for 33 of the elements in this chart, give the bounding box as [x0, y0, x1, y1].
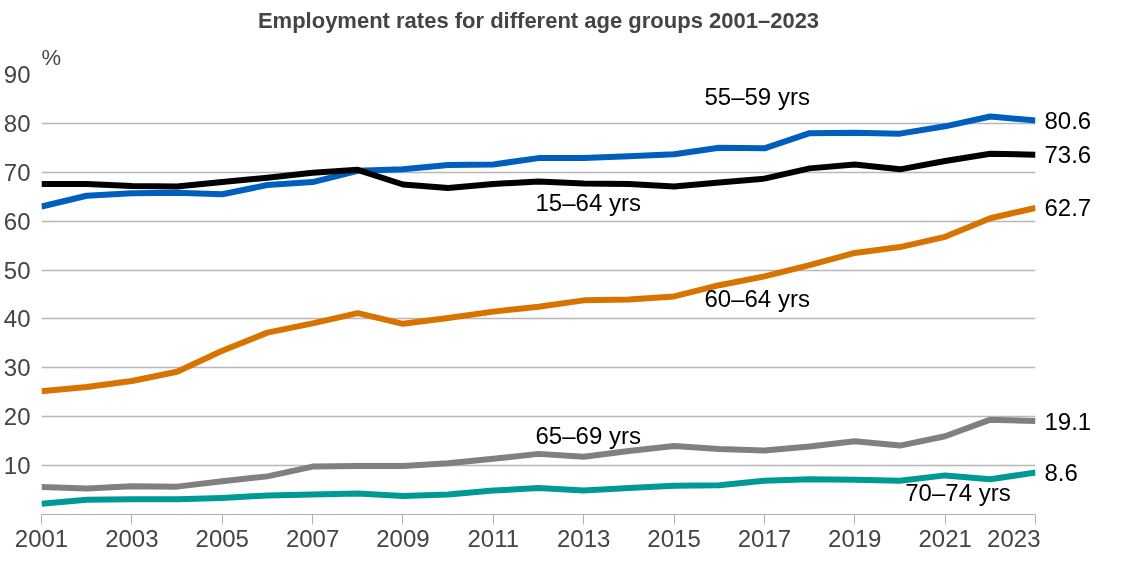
- annotation: 55–59 yrs: [704, 83, 810, 110]
- annotation: 60–64 yrs: [704, 285, 810, 313]
- y-tick-label: 60: [3, 207, 31, 235]
- x-tick-label: 2007: [285, 524, 340, 552]
- annotation: 70–74 yrs: [905, 479, 1011, 506]
- y-tick-label: 30: [3, 354, 31, 382]
- x-tick-label: 2003: [105, 524, 159, 552]
- data-label: 19.1: [1044, 407, 1092, 435]
- x-tick-label: 2013: [556, 524, 611, 552]
- x-tick-label: 2009: [376, 524, 430, 552]
- y-tick-label: 90: [3, 61, 31, 88]
- x-tick-label: 2021: [918, 524, 972, 552]
- y-tick-label: 20: [3, 403, 31, 431]
- y-axis-title: %: [41, 44, 62, 70]
- x-tick-label: 2023: [987, 524, 1041, 552]
- data-label: 80.6: [1044, 106, 1092, 134]
- x-tick-label: 2011: [467, 524, 520, 552]
- y-tick-label: 70: [3, 158, 31, 186]
- x-tick-label: 2001: [14, 524, 69, 552]
- x-tick-label: 2015: [647, 524, 701, 552]
- data-label: 8.6: [1044, 458, 1078, 486]
- y-tick-label: 10: [3, 452, 31, 480]
- x-tick-label: 2019: [828, 524, 882, 552]
- annotation: 65–69 yrs: [535, 421, 641, 449]
- chart-title: Employment rates for different age groups 2001–2023: [257, 7, 820, 33]
- data-label: 73.6: [1044, 141, 1092, 169]
- x-tick-label: 2017: [737, 524, 792, 552]
- y-tick-label: 80: [3, 109, 31, 137]
- x-tick-label: 2005: [195, 524, 249, 552]
- y-tick-label: 40: [3, 305, 31, 333]
- y-tick-label: 50: [3, 256, 31, 284]
- annotation: 15–64 yrs: [535, 188, 641, 216]
- data-label: 62.7: [1044, 194, 1092, 222]
